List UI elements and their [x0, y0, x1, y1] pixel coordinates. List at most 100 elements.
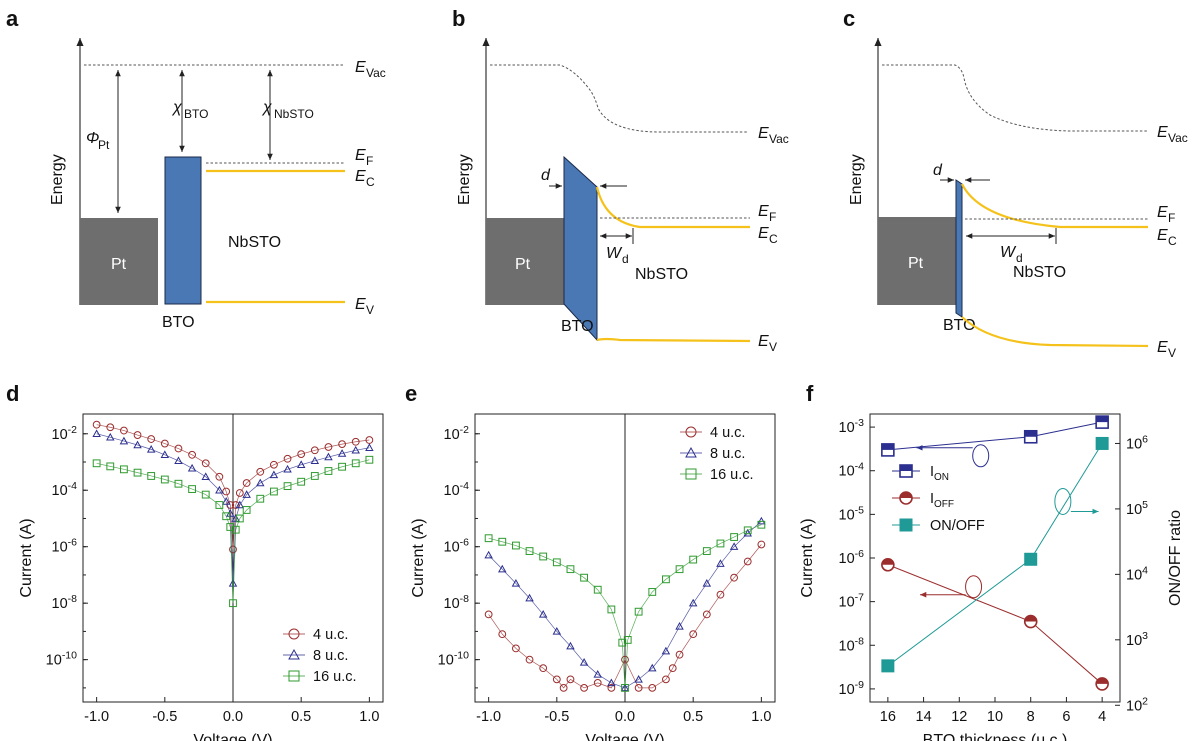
data-point — [580, 573, 588, 582]
x-tick-label: -1.0 — [476, 709, 501, 725]
x-tick-label: -0.5 — [152, 709, 177, 725]
data-point — [498, 564, 507, 573]
series-line — [96, 459, 370, 604]
data-point — [201, 490, 210, 499]
data-point — [92, 459, 101, 468]
data-point — [593, 679, 602, 687]
data-point — [222, 512, 231, 521]
data-point — [296, 460, 306, 468]
bto-label-c: BTO — [943, 317, 976, 334]
data-point — [270, 460, 278, 469]
data-point — [539, 552, 548, 561]
bto-label-b: BTO — [561, 318, 594, 335]
x-tick-label: 1.0 — [751, 709, 771, 725]
data-point — [675, 622, 684, 630]
data-point-fill — [1096, 677, 1109, 684]
panel-c: c Energy Pt BTO NbSTO d W d E Vac E F E … — [843, 6, 1188, 360]
bto-layer-a — [164, 156, 202, 305]
data-point — [730, 573, 738, 582]
data-point — [559, 683, 568, 692]
data-point — [623, 636, 632, 644]
data-point — [283, 454, 292, 463]
data-point — [228, 579, 238, 587]
data-point — [174, 444, 183, 453]
ec-label-b: E — [758, 225, 769, 242]
chi-nbsto-sub: NbSTO — [274, 107, 314, 121]
data-point — [512, 541, 520, 550]
x-tick-label: 0.0 — [615, 709, 635, 725]
chart-d: -1.0 -0.5 0.0 0.5 1.0 10-2 10-4 10-6 10-8 10-10 Vo… — [18, 413, 384, 741]
data-point — [187, 463, 197, 472]
data-point — [566, 675, 575, 684]
valence-band-c — [961, 316, 1149, 348]
data-point — [593, 669, 602, 678]
data-point — [310, 472, 319, 480]
series-triangle — [92, 429, 374, 587]
data-point — [702, 610, 711, 619]
data-point — [607, 678, 616, 687]
data-point — [662, 675, 670, 684]
nbsto-label-a: NbSTO — [228, 234, 281, 251]
valence-band-b — [596, 337, 751, 343]
data-point — [498, 537, 507, 546]
series-square: ON/OFF — [881, 436, 1109, 673]
y-tick-label: 10-2 — [52, 424, 78, 443]
y-tick-label: 10-8 — [52, 593, 78, 612]
data-point — [351, 437, 360, 446]
series-line — [887, 564, 1103, 685]
legend-label: 16 u.c. — [710, 467, 754, 483]
data-point-fill — [881, 443, 894, 450]
x-tick-label: 16 — [880, 709, 896, 725]
legend-label: 16 u.c. — [313, 669, 357, 685]
data-point — [133, 440, 142, 449]
panel-a: a Energy Pt BTO NbSTO Φ Pt χ BTO χ NbSTO… — [6, 6, 386, 331]
ev-label-c: E — [1157, 339, 1168, 356]
data-point — [743, 528, 752, 537]
data-point — [337, 449, 347, 457]
phi-pt-symbol: Φ — [86, 130, 99, 147]
pt-electrode-c — [878, 217, 956, 305]
data-point — [621, 683, 629, 692]
series-circle — [484, 540, 766, 692]
data-point — [675, 565, 684, 574]
ev-sub-a: V — [366, 303, 374, 317]
data-point — [689, 630, 698, 639]
data-point — [338, 462, 346, 471]
data-point — [881, 443, 895, 457]
bto-layer-c — [955, 179, 963, 318]
data-point — [226, 523, 235, 531]
data-point — [743, 557, 752, 566]
data-point — [221, 497, 231, 505]
conduction-band-b — [595, 186, 750, 229]
data-point — [269, 470, 279, 479]
data-point — [743, 526, 752, 535]
bto-label-a: BTO — [162, 314, 195, 331]
data-point — [881, 659, 895, 673]
data-point — [297, 477, 306, 486]
panel-label-c: c — [843, 6, 855, 31]
data-point — [160, 439, 169, 448]
data-point — [648, 683, 657, 692]
legend-label: IOFF — [930, 491, 954, 510]
x-tick-label: 12 — [951, 709, 967, 725]
data-point — [1095, 677, 1109, 691]
data-point — [662, 575, 670, 584]
data-point — [634, 674, 643, 683]
chi-bto-symbol: χ — [171, 99, 182, 116]
ef-label-b: E — [758, 203, 769, 220]
data-point — [201, 472, 210, 480]
legend-marker — [288, 628, 300, 640]
panel-b: b Energy Pt BTO NbSTO d W d E Vac E F E … — [452, 6, 789, 354]
data-point — [730, 533, 738, 541]
data-point — [716, 559, 725, 567]
data-point — [539, 664, 548, 673]
data-point — [484, 534, 493, 543]
series-circle — [92, 420, 374, 554]
data-point — [324, 452, 333, 461]
series-line — [96, 433, 370, 584]
ef-label-a: E — [355, 147, 366, 164]
nbsto-label-b: NbSTO — [635, 266, 688, 283]
evac-sub-a: Vac — [366, 66, 386, 80]
data-point — [580, 683, 588, 692]
data-point — [716, 539, 725, 548]
